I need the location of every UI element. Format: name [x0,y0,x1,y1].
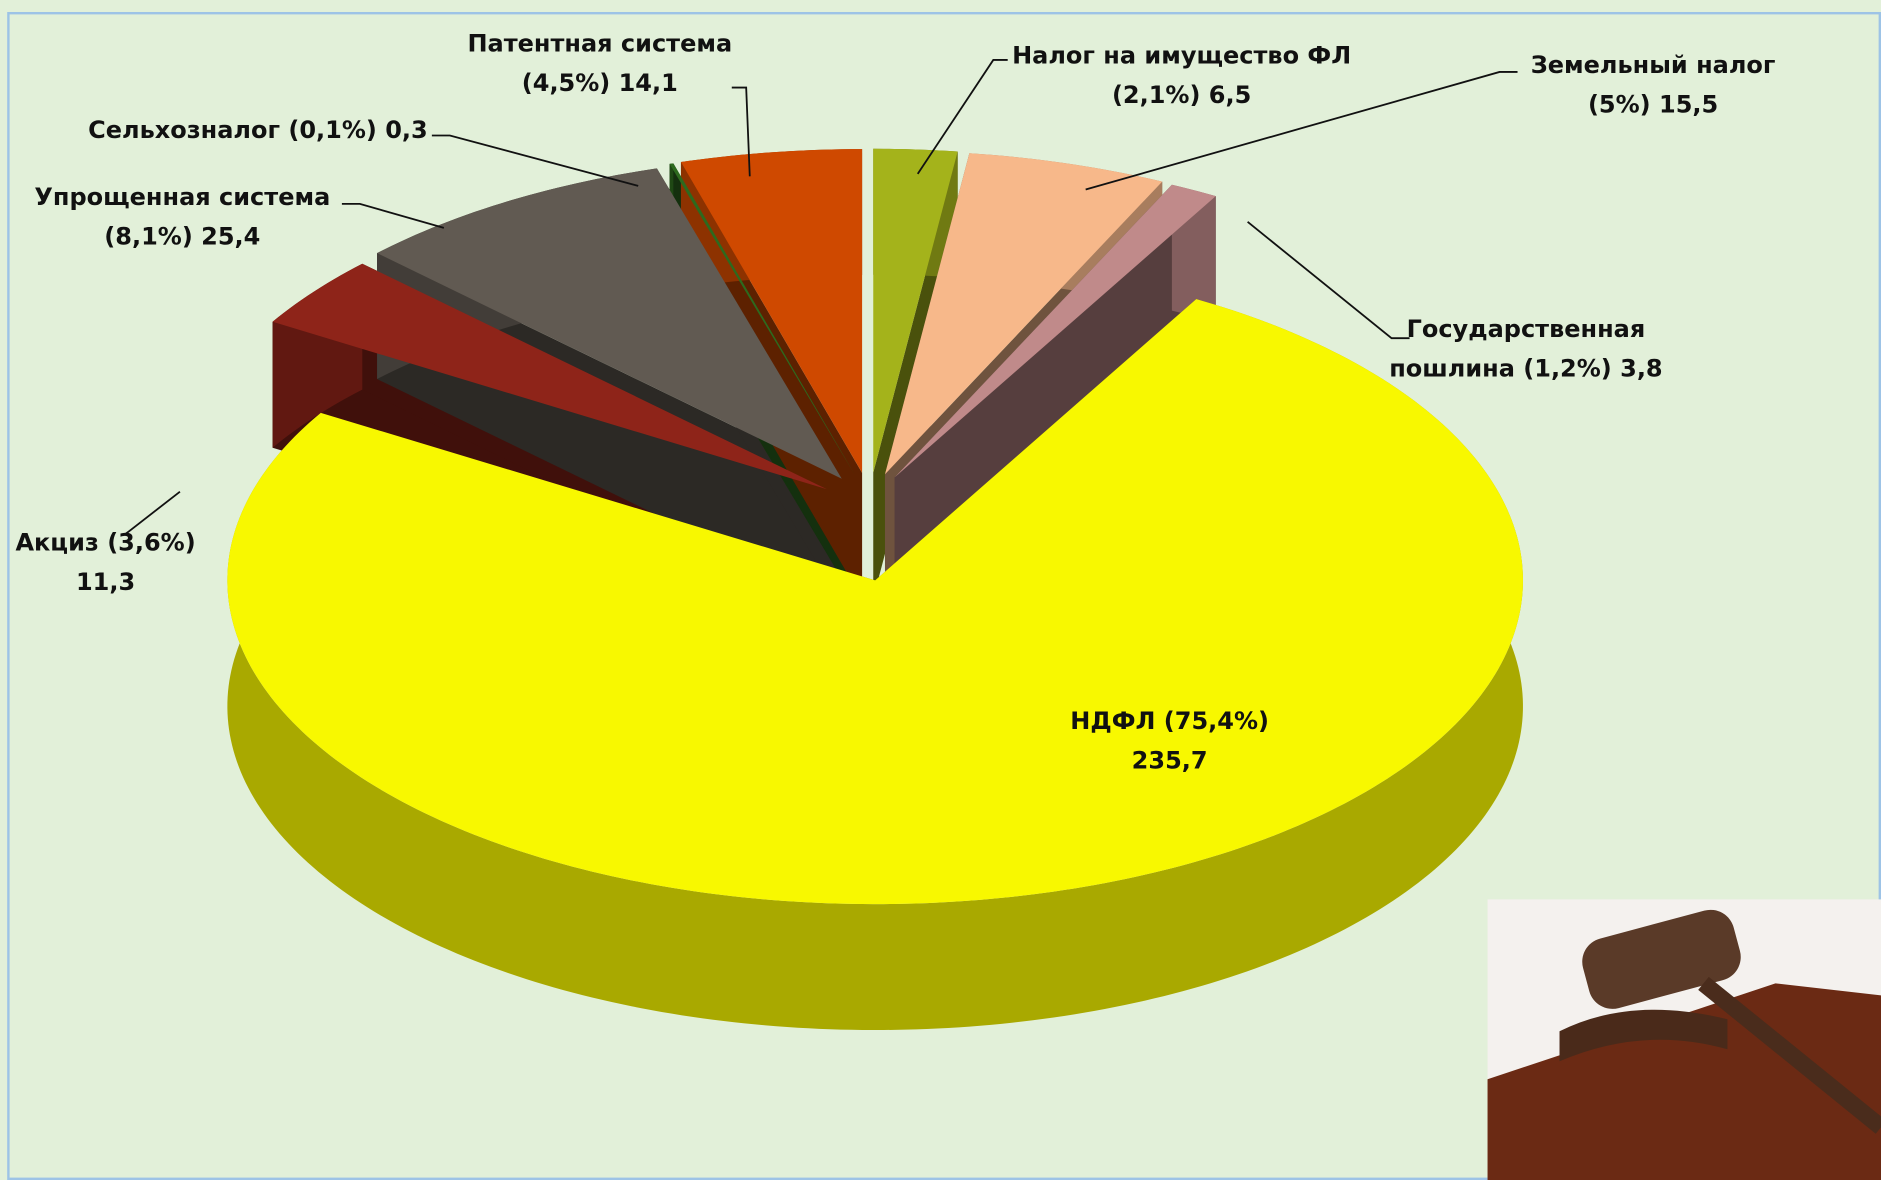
slice-label: Налог на имущество ФЛ (2,1%) 6,5 [942,36,1422,115]
slice [669,163,855,475]
frame [7,11,1881,1180]
label-name: Патентная система [467,28,733,58]
gavel-picture [1487,899,1881,1180]
label-value: 14,1 [618,68,678,98]
label-name: Акциз [15,527,99,557]
label-value: 25,4 [201,221,261,251]
label-percent: (3,6%) [107,527,196,557]
label-percent: (75,4%) [1163,706,1269,736]
slice [272,263,827,490]
slice-label: Акциз (3,6%) 11,3 [0,523,226,602]
label-name: НДФЛ [1070,706,1156,736]
leader-line [125,490,181,535]
slice-label: Сельхозналог (0,1%) 0,3 [6,110,510,150]
slice [894,184,1216,478]
slice [377,168,842,479]
label-value: 6,5 [1208,80,1252,110]
label-name: Земельный налог [1530,50,1776,80]
slice [873,148,958,473]
leader-line [1085,71,1518,191]
slice-label: Патентная система (4,5%) 14,1 [420,24,780,103]
label-value: 3,8 [1620,353,1663,383]
label-value: 15,5 [1658,89,1719,119]
slice-label: НДФЛ (75,4%) 235,7 [990,702,1350,781]
label-percent: (4,5%) [521,68,611,98]
slice-label: Государственная пошлина (1,2%) 3,8 [1364,309,1688,388]
slice [884,153,1163,475]
label-percent: (2,1%) [1111,80,1201,110]
pie [227,148,1523,1031]
leader-line [731,86,751,177]
leader-line [1247,221,1410,340]
slice-label: Упрощенная система (8,1%) 25,4 [0,177,380,256]
label-percent: (0,1%) [288,115,377,144]
leader-line [431,134,639,187]
label-percent: (8,1%) [104,221,193,251]
label-value: 235,7 [1131,745,1208,775]
label-value: 11,3 [75,567,136,596]
slice [680,149,863,473]
slice [227,299,1523,905]
label-percent: (1,2%) [1523,353,1612,383]
label-name: Сельхозналог [88,115,281,144]
slice-label: Земельный налог (5%) 15,5 [1455,46,1851,125]
leader-line [341,202,445,229]
label-name: Налог на имущество ФЛ [1012,40,1352,70]
label-value: 0,3 [385,115,428,144]
label-name: Государственная пошлина [1389,314,1646,383]
leader-line [916,59,1008,175]
label-percent: (5%) [1587,89,1651,119]
label-name: Упрощенная система [34,182,331,212]
leader-lines [125,59,1518,535]
